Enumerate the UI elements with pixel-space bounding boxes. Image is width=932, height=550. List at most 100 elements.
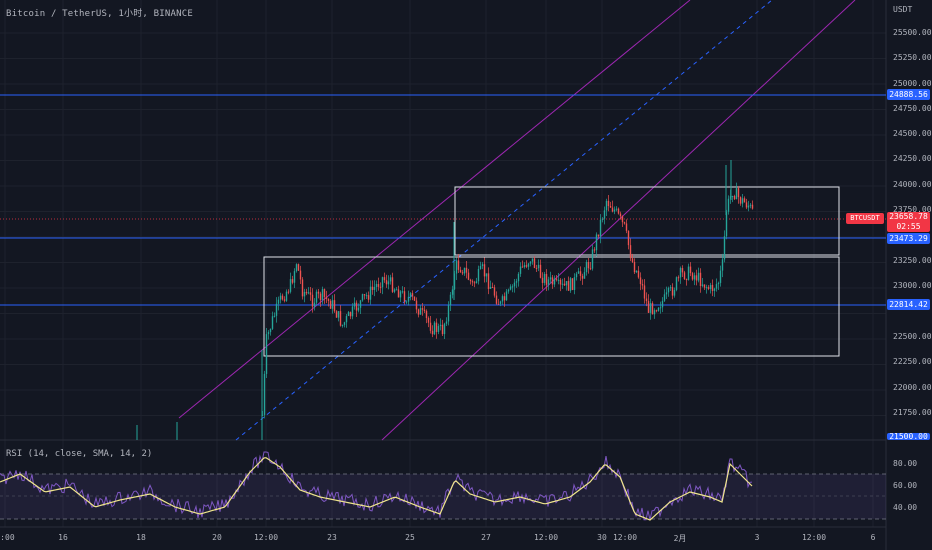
candle-body — [379, 286, 382, 288]
candle-body — [541, 277, 544, 283]
candle-body — [521, 266, 524, 268]
candle-body — [347, 312, 350, 317]
price-tick: 23750.00 — [893, 205, 932, 214]
candle-body — [553, 278, 556, 285]
candle-body — [573, 277, 576, 290]
candle-body — [461, 272, 464, 274]
rsi-title[interactable]: RSI (14, close, SMA, 14, 2) — [6, 449, 153, 459]
price-tick: 25500.00 — [893, 28, 932, 37]
candle-body — [565, 281, 568, 286]
range-rectangle-upper[interactable] — [454, 186, 840, 256]
candle-body — [677, 277, 680, 279]
candle-body — [281, 295, 284, 300]
candle-body — [389, 277, 392, 282]
time-tick: 25 — [405, 533, 415, 542]
candle-body — [723, 236, 726, 260]
candle-body — [579, 271, 582, 276]
price-tick: 22000.00 — [893, 383, 932, 392]
candle-body — [361, 294, 364, 301]
candle-body — [449, 294, 452, 306]
candle-body — [415, 300, 418, 310]
candle-body — [401, 291, 404, 293]
candle-body — [699, 272, 702, 287]
candle-body — [633, 262, 636, 273]
candle-body — [693, 275, 696, 280]
price-tick: 25000.00 — [893, 79, 932, 88]
candle-body — [589, 268, 592, 270]
currency-label: USDT — [893, 5, 913, 14]
candle-body — [357, 307, 360, 311]
candle-body — [611, 207, 614, 212]
candle-body — [679, 268, 682, 278]
candle-body — [607, 200, 610, 207]
level-badge-22814[interactable]: 22814.42 — [887, 299, 930, 310]
rsi-band — [0, 474, 886, 519]
candle-body — [427, 318, 430, 323]
candle-body — [305, 291, 308, 294]
last-price-box: 23658.78 02:55 — [887, 212, 930, 232]
channel-upper-line[interactable] — [178, 0, 691, 419]
symbol-tag: BTCUSDT — [846, 213, 884, 224]
candle-body — [641, 284, 644, 286]
candle-body — [531, 258, 534, 262]
candle-body — [737, 188, 740, 198]
candle-body — [297, 264, 300, 271]
candle-body — [719, 270, 722, 283]
time-tick: 20 — [212, 533, 222, 542]
candle-body — [295, 264, 298, 272]
candle-body — [537, 264, 540, 269]
candle-body — [491, 286, 494, 288]
level-badge-23473[interactable]: 23473.29 — [887, 233, 930, 244]
candle-body — [551, 277, 554, 285]
candle-body — [601, 218, 604, 220]
candle-body — [439, 324, 442, 327]
candle-body — [645, 298, 648, 302]
chart-title[interactable]: Bitcoin / TetherUS, 1小时, BINANCE — [6, 9, 193, 19]
candle-body — [315, 291, 318, 303]
candle-body — [419, 308, 422, 315]
candle-body — [421, 308, 424, 310]
candle-body — [619, 213, 622, 217]
candle-body — [495, 295, 498, 304]
candle-body — [747, 205, 750, 208]
candle-body — [373, 287, 376, 290]
candle-body — [597, 234, 600, 237]
candle-body — [561, 283, 564, 285]
candle-body — [441, 324, 444, 335]
candle-body — [317, 291, 320, 294]
candle-body — [525, 265, 528, 267]
candle-body — [329, 300, 332, 309]
candle-body — [351, 306, 354, 317]
level-badge-24888[interactable]: 24888.56 — [887, 89, 930, 100]
candle-body — [711, 284, 714, 291]
candle-body — [557, 279, 560, 281]
range-rectangle-lower[interactable] — [263, 256, 840, 357]
candle-body — [429, 322, 432, 331]
candle-body — [615, 208, 618, 210]
candle-body — [333, 300, 336, 312]
candle-body — [403, 291, 406, 302]
candle-body — [353, 302, 356, 307]
candlestick-series[interactable] — [136, 160, 754, 440]
candle-body — [689, 266, 692, 274]
candle-body — [559, 279, 562, 285]
channel-lower-line[interactable] — [381, 0, 856, 441]
channel-midline[interactable] — [235, 0, 773, 441]
candle-body — [355, 302, 358, 311]
rsi-tick: 80.00 — [893, 459, 918, 468]
candle-body — [393, 289, 396, 292]
candle-body — [497, 303, 500, 305]
candle-body — [673, 289, 676, 296]
candle-body — [513, 282, 516, 287]
candle-body — [659, 307, 662, 309]
candle-body — [331, 300, 334, 309]
candle-body — [609, 206, 612, 208]
candle-body — [743, 198, 746, 203]
candle-body — [515, 281, 518, 283]
price-tick: 23000.00 — [893, 281, 932, 290]
candle-body — [501, 296, 504, 302]
candle-body — [503, 296, 506, 301]
candle-body — [621, 216, 624, 223]
